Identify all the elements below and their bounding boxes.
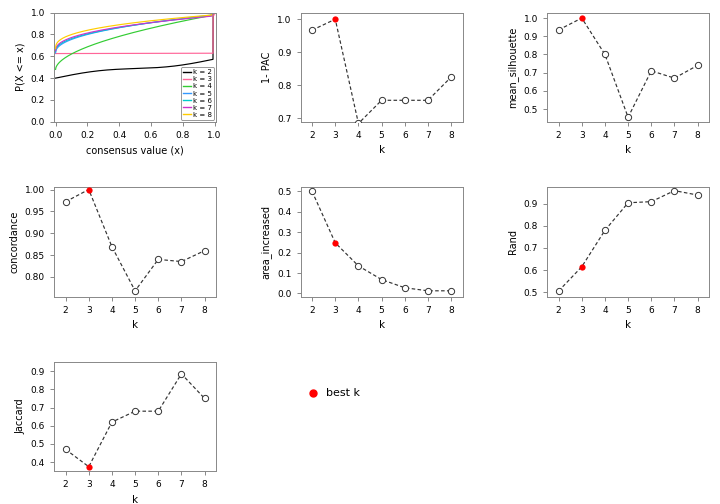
X-axis label: consensus value (x): consensus value (x) — [86, 145, 184, 155]
X-axis label: k: k — [132, 495, 138, 504]
Y-axis label: P(X <= x): P(X <= x) — [15, 43, 25, 91]
X-axis label: k: k — [625, 145, 631, 155]
X-axis label: k: k — [132, 320, 138, 330]
Y-axis label: Jaccard: Jaccard — [15, 399, 25, 434]
Y-axis label: area_increased: area_increased — [261, 205, 271, 279]
Text: best k: best k — [326, 388, 361, 398]
X-axis label: k: k — [625, 320, 631, 330]
Y-axis label: Rand: Rand — [508, 229, 518, 255]
Y-axis label: 1- PAC: 1- PAC — [261, 51, 271, 83]
Legend: k = 2, k = 3, k = 4, k = 5, k = 6, k = 7, k = 8: k = 2, k = 3, k = 4, k = 5, k = 6, k = 7… — [181, 68, 214, 120]
X-axis label: k: k — [379, 145, 384, 155]
Y-axis label: concordance: concordance — [9, 211, 19, 273]
Y-axis label: mean_silhouette: mean_silhouette — [507, 27, 518, 108]
X-axis label: k: k — [379, 320, 384, 330]
